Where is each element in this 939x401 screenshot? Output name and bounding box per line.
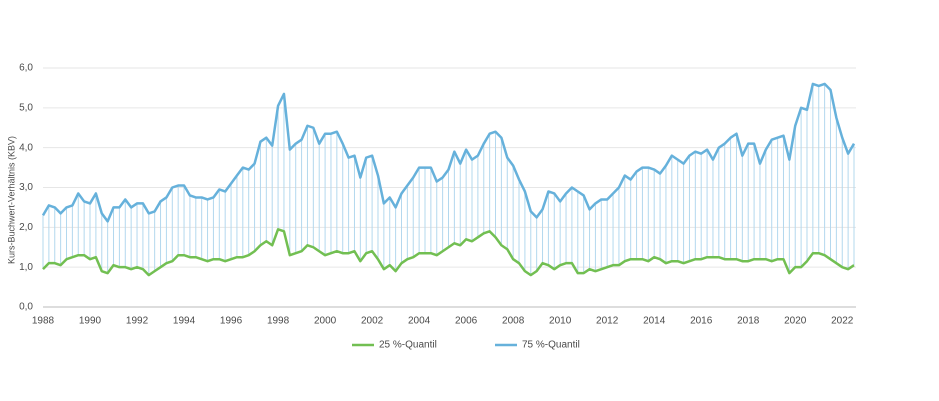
y-tick-label: 2,0 [19,222,33,233]
x-tick-label: 2010 [549,316,572,327]
x-tick-label: 2016 [690,316,713,327]
y-tick-label: 6,0 [19,63,33,74]
x-tick-label: 1988 [32,316,55,327]
legend-label: 25 %-Quantil [379,340,437,351]
x-tick-label: 2018 [737,316,760,327]
x-tick-label: 2006 [455,316,478,327]
x-tick-label: 2000 [314,316,337,327]
x-tick-label: 2004 [408,316,431,327]
legend-label: 75 %-Quantil [522,340,580,351]
x-tick-label: 2012 [596,316,619,327]
y-tick-label: 5,0 [19,102,33,113]
x-tick-label: 2022 [831,316,854,327]
x-tick-label: 1992 [126,316,149,327]
x-tick-label: 2008 [502,316,525,327]
y-tick-label: 1,0 [19,262,33,273]
y-tick-label: 3,0 [19,182,33,193]
series-line [42,228,855,277]
x-tick-label: 2020 [784,316,807,327]
series-line [41,82,856,223]
y-tick-label: 0,0 [19,302,33,313]
y-axis-label: Kurs-Buchwert-Verhältnis (KBV) [6,136,16,264]
x-tick-label: 2014 [643,316,666,327]
y-tick-label: 4,0 [19,142,33,153]
x-tick-label: 1996 [220,316,243,327]
x-tick-label: 2002 [361,316,384,327]
x-tick-label: 1994 [173,316,196,327]
x-tick-label: 1990 [79,316,102,327]
x-tick-label: 1998 [267,316,290,327]
